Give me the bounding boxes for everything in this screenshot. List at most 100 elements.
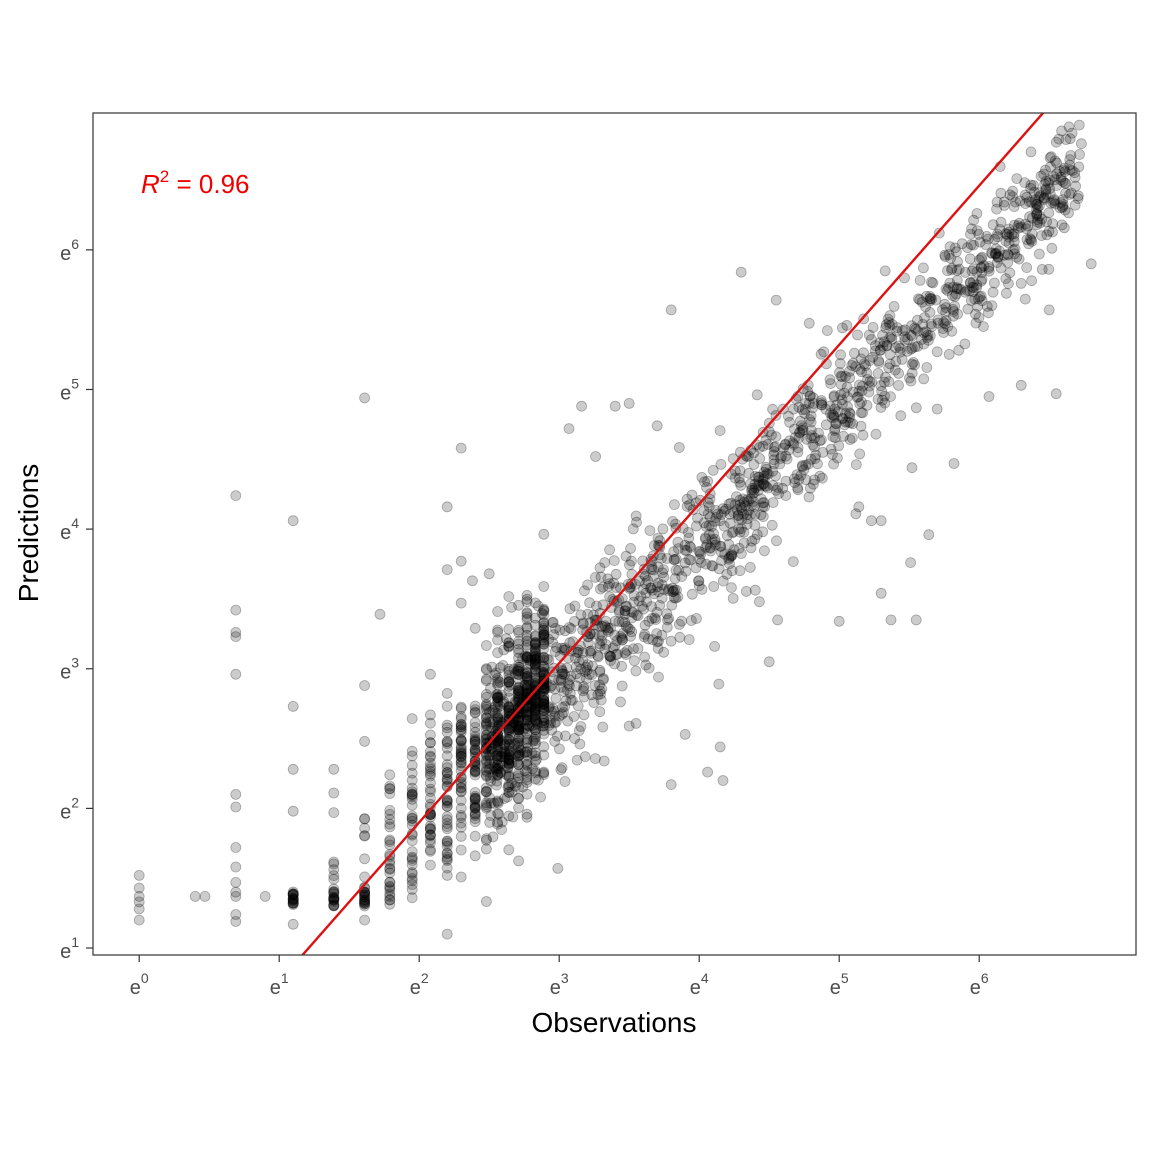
data-point bbox=[495, 751, 507, 763]
data-point bbox=[455, 711, 467, 722]
data-point bbox=[513, 692, 525, 703]
data-point bbox=[791, 469, 803, 481]
data-point bbox=[530, 638, 541, 650]
data-point bbox=[784, 416, 795, 428]
y-tick-exponent: 2 bbox=[71, 794, 79, 810]
data-point bbox=[521, 707, 533, 718]
data-point bbox=[976, 295, 988, 307]
data-point bbox=[646, 601, 657, 612]
data-point bbox=[976, 261, 987, 273]
data-point bbox=[727, 526, 739, 538]
data-point bbox=[733, 472, 745, 484]
data-point bbox=[328, 873, 340, 885]
data-point bbox=[424, 822, 436, 834]
data-point bbox=[441, 719, 453, 731]
data-point bbox=[503, 781, 515, 793]
data-point bbox=[487, 831, 499, 843]
data-point bbox=[530, 637, 541, 648]
data-point bbox=[525, 701, 537, 713]
data-point bbox=[384, 894, 396, 906]
data-point bbox=[492, 754, 504, 766]
data-point bbox=[513, 750, 524, 762]
data-point bbox=[721, 568, 733, 580]
data-point bbox=[538, 701, 550, 713]
data-point bbox=[1015, 379, 1027, 391]
data-point bbox=[469, 802, 481, 813]
data-point bbox=[455, 724, 467, 736]
data-point bbox=[503, 685, 515, 697]
data-point bbox=[513, 687, 524, 698]
data-point bbox=[494, 700, 506, 712]
data-point bbox=[503, 637, 515, 648]
data-point bbox=[592, 650, 604, 662]
data-point bbox=[521, 759, 533, 771]
data-point bbox=[899, 331, 910, 343]
data-point bbox=[940, 302, 952, 314]
data-point bbox=[661, 621, 673, 633]
data-point bbox=[492, 691, 504, 702]
data-point bbox=[538, 766, 550, 778]
data-point bbox=[670, 553, 682, 565]
data-point bbox=[530, 712, 541, 723]
data-point bbox=[847, 386, 859, 398]
data-point bbox=[503, 738, 515, 750]
data-point bbox=[872, 367, 884, 379]
data-point bbox=[714, 741, 726, 753]
data-point bbox=[521, 663, 533, 675]
data-point bbox=[503, 640, 515, 652]
data-point bbox=[492, 712, 504, 724]
data-point bbox=[976, 273, 988, 285]
data-point bbox=[287, 897, 299, 909]
data-point bbox=[986, 247, 997, 259]
data-point bbox=[763, 656, 775, 668]
data-point bbox=[509, 738, 521, 750]
data-point bbox=[492, 700, 504, 711]
data-point bbox=[455, 782, 467, 794]
x-tick-base: e bbox=[690, 977, 701, 999]
data-point bbox=[924, 306, 936, 318]
data-point bbox=[986, 248, 998, 259]
data-point bbox=[480, 724, 492, 736]
data-point bbox=[538, 663, 550, 675]
data-point bbox=[455, 750, 467, 762]
data-point bbox=[486, 722, 498, 734]
data-point bbox=[424, 820, 436, 832]
data-point bbox=[1059, 166, 1071, 178]
data-point bbox=[734, 476, 746, 488]
data-point bbox=[538, 728, 550, 740]
data-point bbox=[441, 501, 453, 513]
y-tick-base: e bbox=[60, 522, 71, 544]
data-point bbox=[799, 404, 811, 415]
data-point bbox=[1010, 196, 1021, 208]
data-point bbox=[582, 659, 594, 671]
data-point bbox=[530, 747, 541, 759]
data-point bbox=[814, 470, 826, 482]
data-point bbox=[880, 322, 892, 334]
data-point bbox=[554, 743, 565, 755]
data-point bbox=[328, 894, 340, 906]
data-point bbox=[973, 228, 985, 240]
data-point bbox=[846, 432, 858, 444]
data-point bbox=[503, 734, 515, 745]
data-point bbox=[1000, 273, 1012, 285]
data-point bbox=[770, 431, 782, 443]
data-point bbox=[761, 463, 772, 475]
data-point bbox=[484, 763, 496, 775]
data-point bbox=[589, 680, 601, 691]
x-tick-exponent: 0 bbox=[141, 970, 149, 986]
data-point bbox=[328, 896, 340, 907]
data-point bbox=[530, 654, 541, 665]
data-point bbox=[700, 532, 711, 543]
data-point bbox=[894, 346, 906, 358]
data-point bbox=[521, 652, 533, 664]
data-point bbox=[1015, 221, 1027, 233]
data-point bbox=[974, 236, 986, 248]
data-point bbox=[328, 886, 340, 898]
data-point bbox=[1015, 277, 1027, 289]
data-point bbox=[1013, 217, 1025, 229]
data-point bbox=[573, 644, 584, 656]
data-point bbox=[469, 704, 481, 715]
data-point bbox=[521, 702, 533, 714]
data-point bbox=[992, 252, 1004, 264]
data-point bbox=[1043, 177, 1054, 189]
